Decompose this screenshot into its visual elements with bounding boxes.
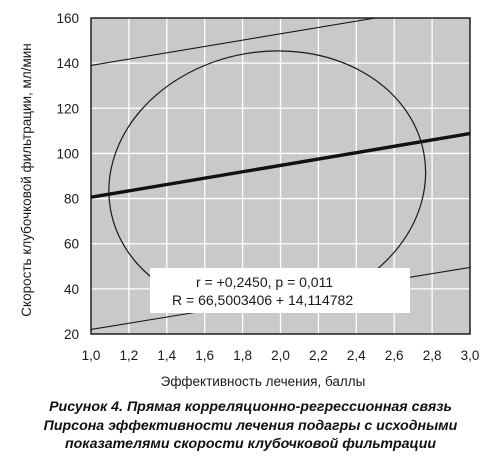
annotation-line-2: R = 66,5003406 + 14,114782 bbox=[172, 292, 353, 308]
caption-line-2: Пирсона эффективности лечения подагры с … bbox=[43, 417, 458, 434]
y-tick-label: 100 bbox=[56, 146, 79, 161]
tick-labels: 1,0 1,2 1,4 1,6 1,8 2,0 2,2 2,4 2,6 2,8 3,0 20 40 60 8… bbox=[56, 11, 479, 363]
x-tick-label: 1,8 bbox=[233, 348, 252, 363]
x-tick-label: 2,2 bbox=[309, 348, 328, 363]
y-tick-label: 120 bbox=[56, 101, 79, 116]
x-tick-label: 2,4 bbox=[347, 348, 366, 363]
x-tick-label: 2,8 bbox=[423, 348, 442, 363]
x-tick-label: 1,2 bbox=[120, 348, 139, 363]
y-tick-label: 80 bbox=[64, 192, 79, 207]
x-tick-label: 1,4 bbox=[157, 348, 176, 363]
regression-line bbox=[91, 131, 470, 199]
plot-frame bbox=[90, 17, 471, 335]
figure-caption: Рисунок 4. Прямая корреляционно-регресси… bbox=[0, 398, 501, 454]
x-axis-label: Эффективность лечения, баллы bbox=[161, 374, 366, 389]
y-tick-label: 40 bbox=[64, 282, 79, 297]
chart-svg: 1,0 1,2 1,4 1,6 1,8 2,0 2,2 2,4 2,6 2,8 3,0 20 40 60 8… bbox=[19, 11, 479, 389]
x-tick-label: 2,0 bbox=[271, 348, 290, 363]
y-tick-label: 160 bbox=[56, 11, 79, 26]
annotation-line-1: r = +0,2450, p = 0,011 bbox=[196, 274, 333, 290]
annotation-background bbox=[150, 268, 410, 313]
x-tick-label: 2,6 bbox=[385, 348, 404, 363]
confidence-line bbox=[91, 18, 379, 66]
y-axis-label: Скорость клубочковой фильтрации, мл/мин bbox=[19, 43, 34, 316]
x-tick-label: 1,0 bbox=[82, 348, 101, 363]
x-tick-label: 3,0 bbox=[461, 348, 480, 363]
caption-line-1: Рисунок 4. Прямая корреляционно-регресси… bbox=[49, 399, 452, 415]
x-tick-label: 1,6 bbox=[195, 348, 214, 363]
chart: 1,0 1,2 1,4 1,6 1,8 2,0 2,2 2,4 2,6 2,8 3,0 20 40 60 8… bbox=[19, 11, 479, 389]
annotation-box: r = +0,2450, p = 0,011 R = 66,5003406 + … bbox=[150, 268, 410, 313]
y-tick-label: 60 bbox=[64, 237, 79, 252]
y-tick-label: 20 bbox=[64, 327, 79, 342]
y-tick-label: 140 bbox=[56, 56, 79, 71]
caption-line-3: показателями скорости клубочковой фильтр… bbox=[64, 436, 437, 452]
